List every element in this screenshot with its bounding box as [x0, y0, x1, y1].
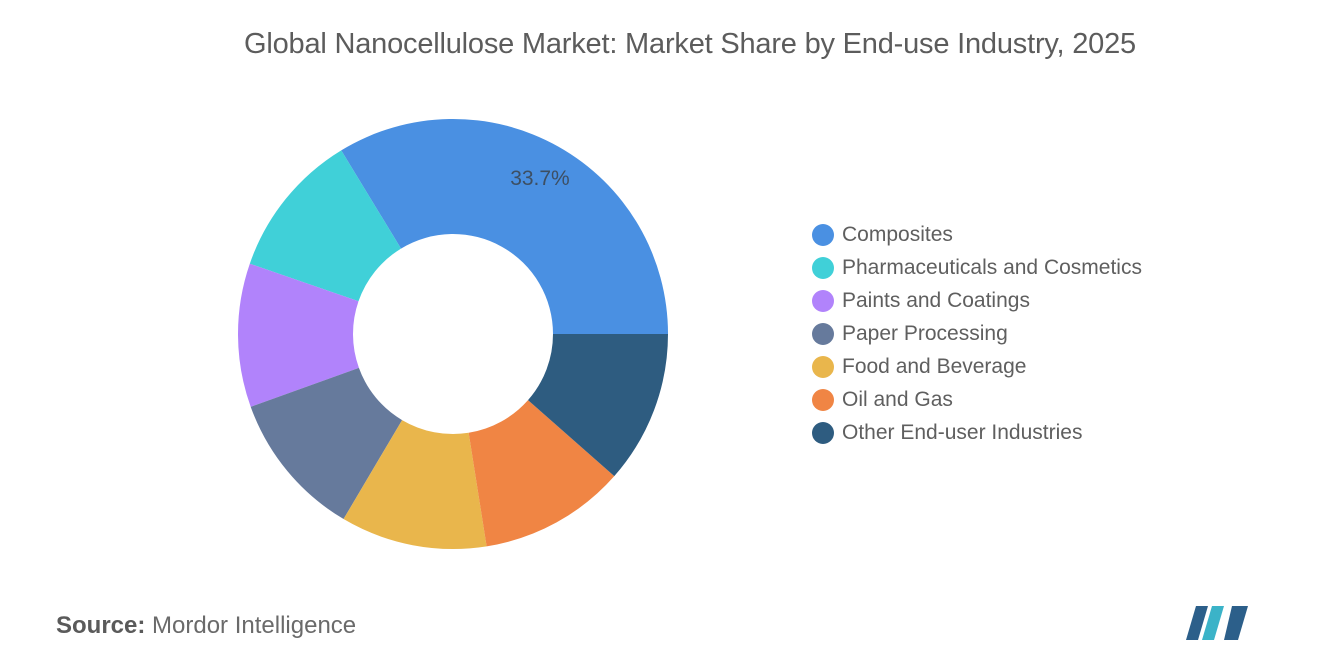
donut-slice-paints-and-coatings [238, 263, 359, 407]
legend-label-paper-processing: Paper Processing [842, 321, 1008, 345]
donut-slice-paper-processing [250, 367, 403, 520]
legend-swatch-paper-processing [812, 322, 834, 345]
chart-legend: Composites Pharmaceuticals and Cosmetics P… [812, 218, 1142, 449]
data-label-composites: 33.7% [510, 167, 570, 190]
logo-shape-middle [1202, 606, 1224, 640]
legend-swatch-composites [812, 223, 834, 246]
legend-item-other-end-user-industries: Other End-user Industries [812, 416, 1142, 449]
legend-swatch-food-and-beverage [812, 355, 834, 378]
legend-label-other-end-user-industries: Other End-user Industries [842, 420, 1083, 444]
legend-label-paints-and-coatings: Paints and Coatings [842, 288, 1030, 312]
donut-slice-composites [341, 118, 668, 335]
legend-label-pharmaceuticals-and-cosmetics: Pharmaceuticals and Cosmetics [842, 255, 1142, 279]
source-note: Source: Mordor Intelligence [56, 612, 356, 640]
source-label: Source: [56, 612, 146, 639]
legend-swatch-oil-and-gas [812, 388, 834, 411]
donut-slice-other-end-user-industries [528, 334, 668, 477]
legend-item-paper-processing: Paper Processing [812, 317, 1142, 350]
donut-slice-pharmaceuticals-and-cosmetics [249, 150, 402, 302]
legend-item-food-and-beverage: Food and Beverage [812, 350, 1142, 383]
logo-shape-right [1224, 606, 1248, 640]
legend-item-oil-and-gas: Oil and Gas [812, 383, 1142, 416]
logo-shape-left [1186, 606, 1208, 640]
legend-swatch-paints-and-coatings [812, 289, 834, 312]
legend-item-paints-and-coatings: Paints and Coatings [812, 284, 1142, 317]
donut-slice-food-and-beverage [343, 420, 487, 549]
legend-label-food-and-beverage: Food and Beverage [842, 354, 1027, 378]
source-text: Mordor Intelligence [152, 612, 357, 639]
legend-item-pharmaceuticals-and-cosmetics: Pharmaceuticals and Cosmetics [812, 251, 1142, 284]
legend-swatch-other-end-user-industries [812, 421, 834, 444]
legend-label-composites: Composites [842, 222, 953, 246]
chart-title: Global Nanocellulose Market: Market Shar… [244, 28, 1136, 60]
mordor-intelligence-logo-icon [1186, 606, 1248, 640]
legend-item-composites: Composites [812, 218, 1142, 251]
donut-slice-oil-and-gas [468, 400, 615, 547]
legend-swatch-pharmaceuticals-and-cosmetics [812, 256, 834, 279]
legend-label-oil-and-gas: Oil and Gas [842, 387, 953, 411]
